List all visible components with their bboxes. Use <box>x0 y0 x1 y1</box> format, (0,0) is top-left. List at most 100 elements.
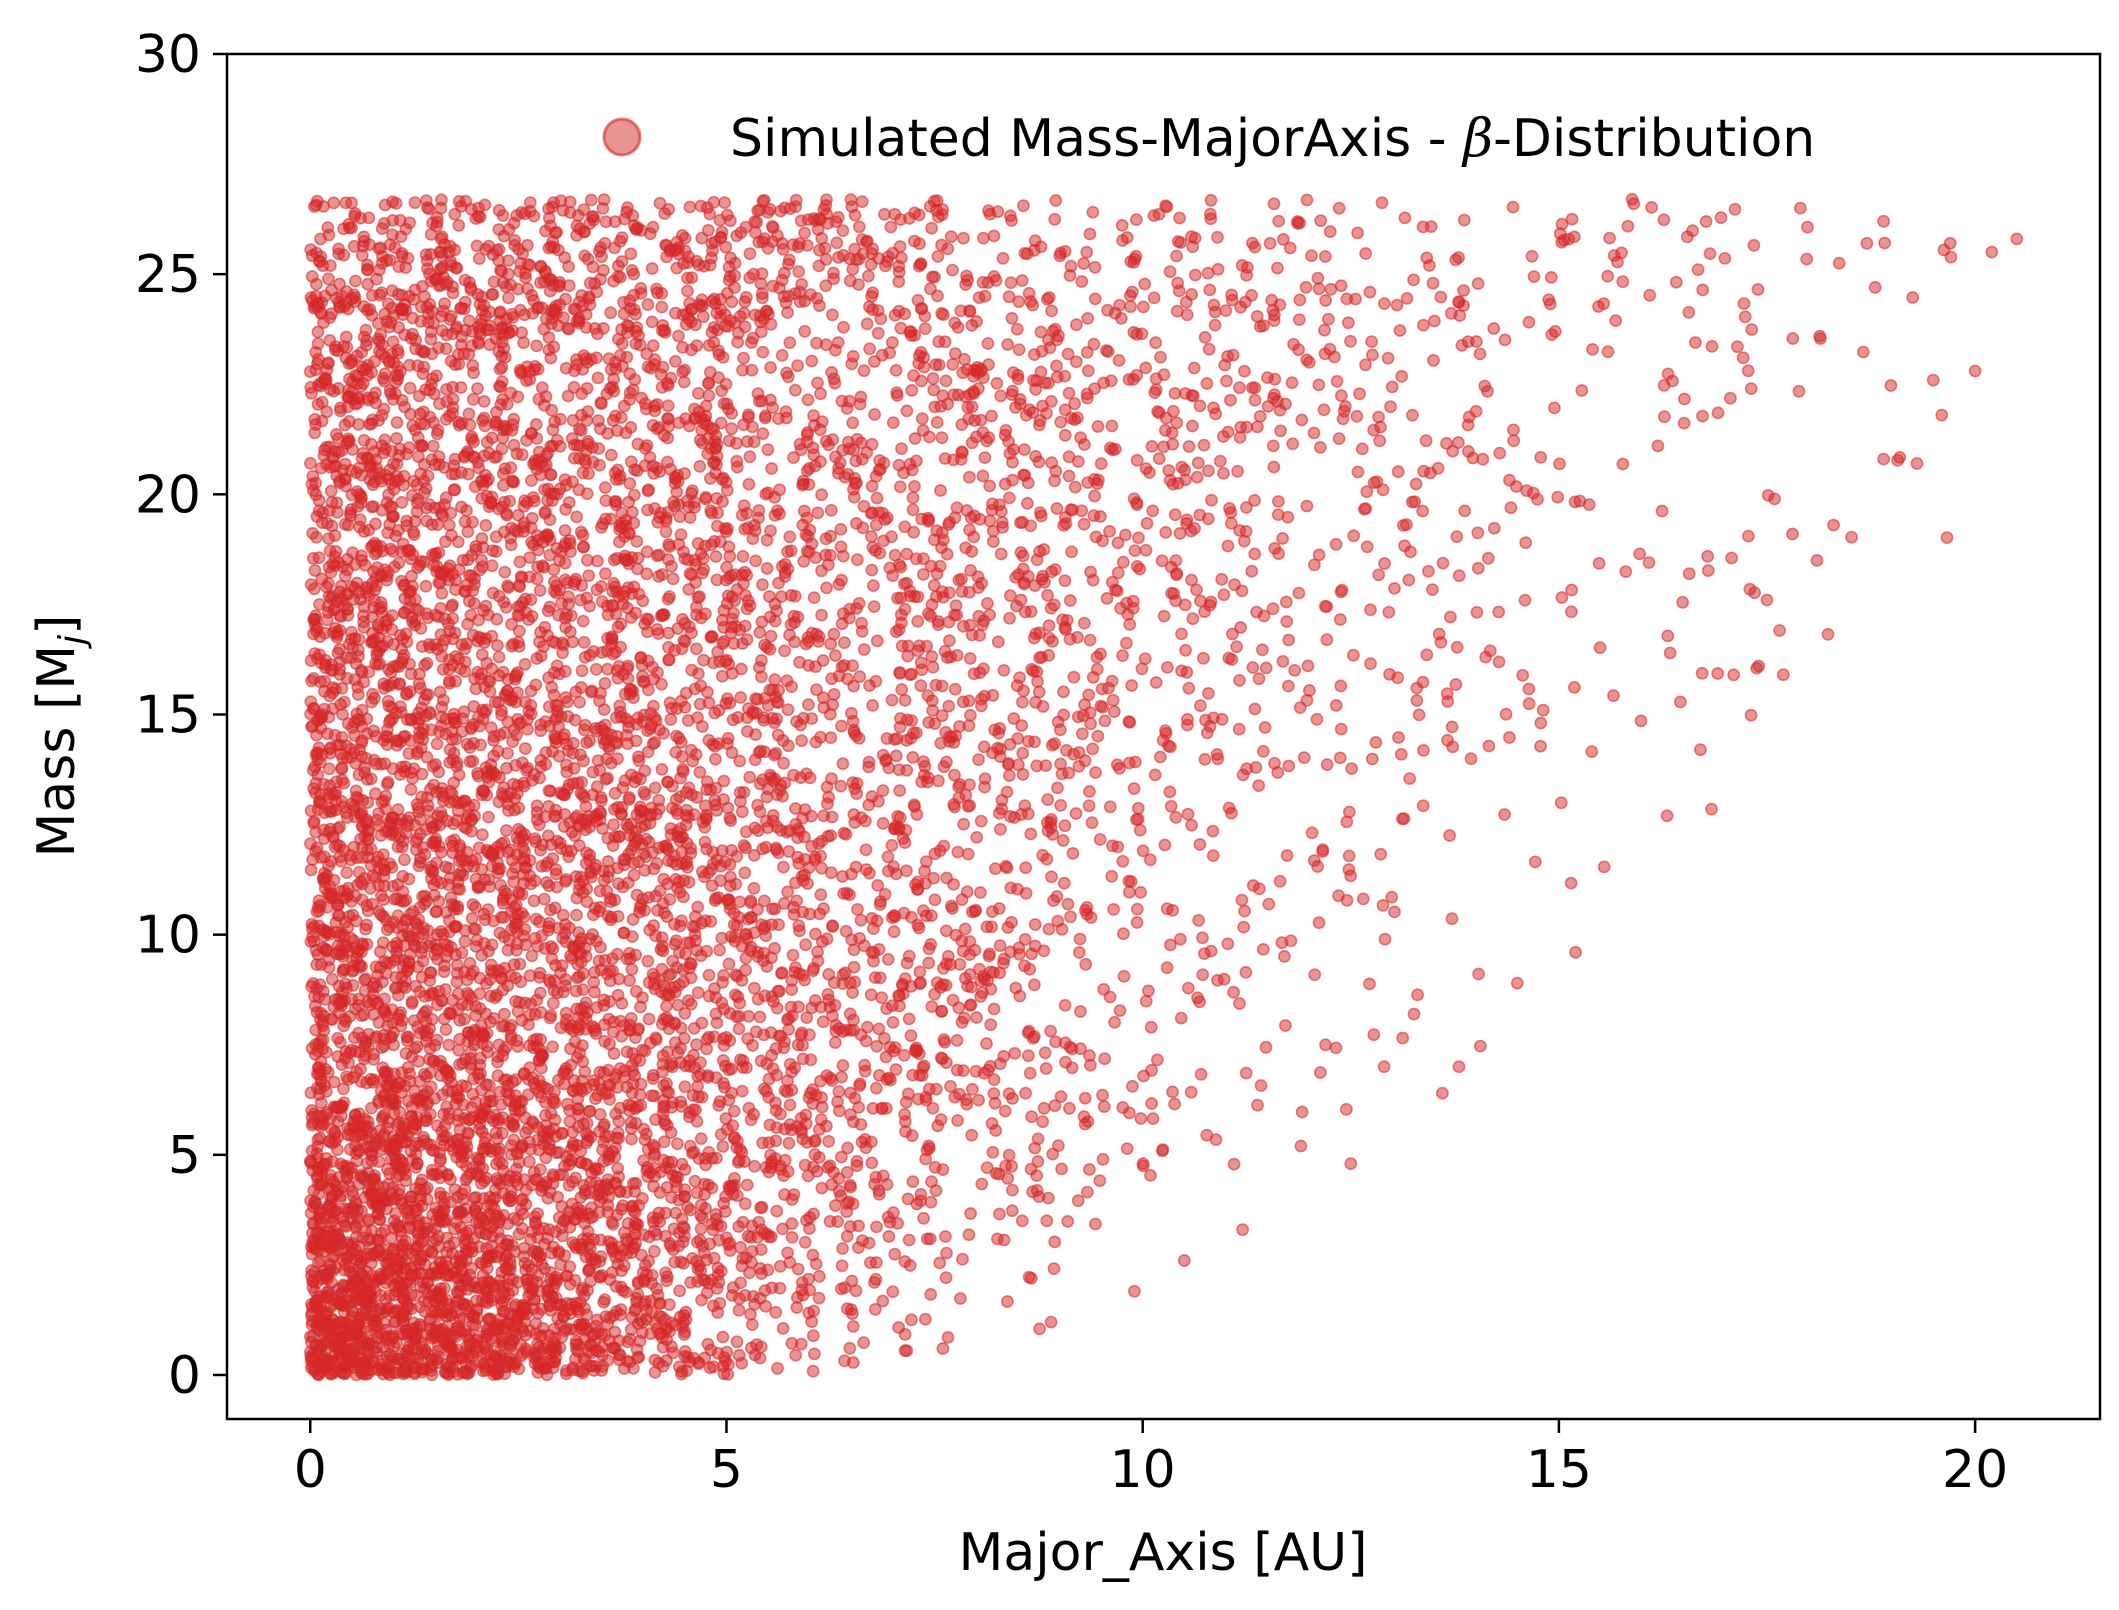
scatter-point <box>828 1036 842 1049</box>
scatter-point <box>405 489 419 502</box>
scatter-point <box>1158 838 1172 852</box>
scatter-point <box>1573 494 1587 508</box>
scatter-point <box>1091 420 1105 433</box>
scatter-point <box>834 523 848 536</box>
scatter-point <box>430 905 444 918</box>
scatter-point <box>1034 325 1048 339</box>
scatter-point <box>1333 751 1347 765</box>
scatter-point <box>530 993 544 1007</box>
scatter-point <box>611 752 624 766</box>
scatter-point <box>404 783 418 796</box>
scatter-point <box>1089 766 1102 779</box>
scatter-point <box>742 1101 756 1115</box>
scatter-point <box>1507 423 1520 437</box>
scatter-point <box>1098 1052 1112 1066</box>
scatter-point <box>1272 214 1286 228</box>
scatter-point <box>1146 504 1160 518</box>
scatter-point <box>1024 827 1038 841</box>
scatter-point <box>1069 807 1083 820</box>
scatter-point <box>964 708 977 722</box>
scatter-point <box>1340 1102 1353 1116</box>
scatter-point <box>1010 322 1024 336</box>
scatter-point <box>981 337 995 350</box>
scatter-point <box>725 422 738 436</box>
scatter-point <box>589 662 603 676</box>
scatter-point <box>1366 348 1379 362</box>
scatter-point <box>1054 798 1068 812</box>
scatter-point <box>1409 477 1423 491</box>
scatter-point <box>835 573 848 587</box>
scatter-point <box>1164 740 1177 754</box>
scatter-point <box>1051 781 1064 795</box>
scatter-point <box>678 244 692 258</box>
scatter-point <box>1744 382 1758 395</box>
scatter-point <box>306 526 319 540</box>
scatter-point <box>477 394 491 408</box>
scatter-point <box>957 619 970 633</box>
scatter-point <box>1428 314 1441 328</box>
scatter-point <box>1522 315 1536 329</box>
scatter-point <box>753 777 767 791</box>
scatter-point <box>813 243 826 257</box>
scatter-point <box>936 1163 950 1176</box>
scatter-point <box>814 888 828 902</box>
scatter-point <box>576 614 590 628</box>
scatter-point <box>1412 708 1426 722</box>
scatter-point <box>865 530 878 543</box>
scatter-point <box>657 727 671 740</box>
scatter-point <box>777 860 790 874</box>
scatter-point <box>668 499 682 513</box>
scatter-point <box>1108 1015 1121 1029</box>
scatter-point <box>822 967 836 981</box>
scatter-point <box>546 1040 559 1054</box>
scatter-point <box>1162 464 1176 477</box>
scatter-point <box>943 634 956 647</box>
scatter-point <box>716 1330 730 1344</box>
scatter-point <box>898 602 912 616</box>
scatter-point <box>1117 927 1130 941</box>
scatter-point <box>1737 297 1751 310</box>
scatter-point <box>452 194 466 208</box>
scatter-point <box>761 443 775 457</box>
scatter-point <box>558 251 572 264</box>
scatter-point <box>1149 336 1163 350</box>
scatter-point <box>870 491 884 505</box>
scatter-point <box>1340 815 1354 829</box>
scatter-point <box>1159 526 1173 539</box>
scatter-point <box>1378 297 1391 310</box>
scatter-point <box>709 550 723 563</box>
scatter-point <box>403 381 417 395</box>
scatter-point <box>349 914 363 928</box>
scatter-point <box>1234 621 1247 634</box>
scatter-point <box>1355 442 1369 456</box>
scatter-point <box>452 218 466 232</box>
scatter-point <box>1038 1046 1052 1060</box>
scatter-point <box>1273 874 1287 888</box>
scatter-point <box>1372 410 1385 424</box>
scatter-point <box>1186 389 1200 403</box>
scatter-point <box>566 1175 579 1189</box>
scatter-point <box>938 452 952 465</box>
scatter-point <box>669 354 682 368</box>
scatter-point <box>693 459 707 473</box>
scatter-point <box>1642 556 1656 569</box>
scatter-point <box>1154 350 1167 364</box>
scatter-point <box>1017 199 1030 213</box>
scatter-point <box>1280 615 1294 628</box>
scatter-point <box>690 642 703 656</box>
scatter-point <box>1273 403 1287 417</box>
scatter-point <box>857 1336 871 1349</box>
scatter-point <box>736 550 750 563</box>
scatter-point <box>376 1061 390 1075</box>
scatter-point <box>1233 674 1246 687</box>
scatter-point <box>487 275 501 289</box>
scatter-point <box>927 383 941 397</box>
scatter-point <box>1006 384 1019 398</box>
scatter-point <box>499 280 513 293</box>
scatter-point <box>594 940 607 954</box>
scatter-point <box>426 439 440 453</box>
scatter-point <box>893 666 907 679</box>
scatter-point <box>1374 847 1388 861</box>
scatter-point <box>1097 1100 1111 1113</box>
scatter-point <box>1263 236 1277 250</box>
